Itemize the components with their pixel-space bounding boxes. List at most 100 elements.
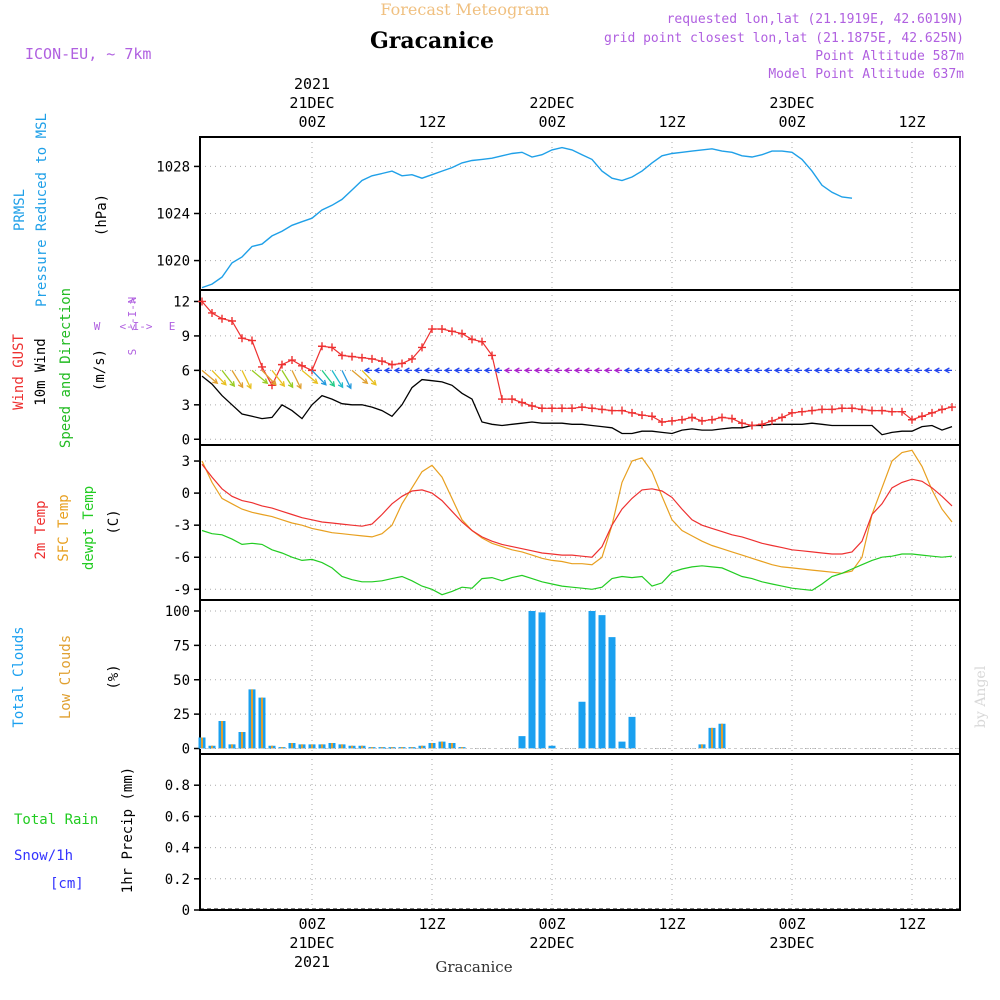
wind-direction-arrow [753, 367, 762, 374]
low-clouds-bar [431, 743, 433, 749]
precip-panel: 0 0.2 0.4 0.6 0.8 [165, 753, 961, 919]
wind-gust-marker [678, 415, 686, 424]
low-clouds-bar [721, 723, 723, 749]
wind-gust-marker [928, 408, 936, 417]
total-clouds-bar [518, 736, 526, 749]
top-time-label: 00Z [778, 113, 805, 131]
wind-frame [199, 289, 961, 446]
bottom-time-label: 00Z [298, 915, 325, 933]
wind-gust-marker [378, 357, 386, 366]
wind-direction-arrow [373, 367, 382, 374]
wind-ytick-label: 12 [173, 294, 190, 310]
compass-vertical-arrow: <-I-> [126, 297, 139, 330]
wind-direction-arrow [853, 367, 862, 374]
bottom-location: Gracanice [435, 958, 512, 976]
wind-direction-arrow [943, 367, 952, 374]
pressure-label-long: Pressure Reduced to MSL [34, 113, 50, 307]
compass-east: E [169, 320, 176, 333]
wind-direction-arrow [873, 367, 882, 374]
wind-gust-marker [668, 416, 676, 425]
wind-direction-arrow [383, 367, 392, 374]
wind-gust-marker [348, 352, 356, 361]
wind-gust-marker [318, 342, 326, 351]
wind-gust-marker [518, 398, 526, 407]
model-name: ICON-EU, ~ 7km [25, 45, 151, 63]
wind-direction-arrow [593, 367, 602, 374]
low-clouds-bar [211, 745, 213, 749]
wind-direction-arrow [281, 370, 294, 389]
wind-direction-arrow [583, 367, 592, 374]
wind-gust-marker [788, 408, 796, 417]
wind-gust-marker [548, 404, 556, 413]
top-time-label: 23DEC [769, 94, 814, 112]
plot-layer: 1020 1024 1028 0 3 6 9 12 -9 -6 -3 0 3 0 25 50 75 100 0 0.2… [156, 75, 961, 971]
wind-gust-marker [288, 356, 296, 365]
wind-gust-marker [388, 360, 396, 369]
sfc-temp-series-line [201, 449, 953, 574]
wind-gust-marker [418, 343, 426, 352]
wind-direction-arrow [693, 367, 702, 374]
wind-direction-arrow [613, 367, 622, 374]
bottom-time-label: 21DEC [289, 934, 334, 952]
compass-rose: N <-I-> S W <-I-> E [94, 297, 176, 356]
wind-unit: (m/s) [92, 349, 108, 391]
wind-direction-arrow [633, 367, 642, 374]
bottom-time-label: 00Z [778, 915, 805, 933]
snow-unit-label: [cm] [50, 876, 84, 892]
wind-direction-arrow [321, 369, 336, 388]
point-altitude: Point Altitude 587m [815, 49, 964, 64]
clouds-panel: 0 25 50 75 100 [165, 599, 961, 758]
wind-gust-marker [498, 395, 506, 404]
wind-gust-marker [268, 381, 276, 390]
wind-direction-arrow [723, 367, 732, 374]
wind-direction-arrow [733, 367, 742, 374]
top-time-label: 00Z [298, 113, 325, 131]
wind-gust-marker [838, 404, 846, 413]
wind-gust-marker [798, 407, 806, 416]
wind-gust-marker [438, 325, 446, 334]
wind-gust-marker [738, 419, 746, 428]
total-clouds-bar [548, 745, 556, 749]
top-time-label: 12Z [898, 113, 925, 131]
wind-direction-arrow [473, 367, 482, 374]
bottom-time-label: 22DEC [529, 934, 574, 952]
wind-gust-marker [878, 406, 886, 415]
pressure-ytick-label: 1024 [156, 207, 190, 223]
low-clouds-bar [221, 721, 223, 749]
wind-gust-marker [558, 404, 566, 413]
bottom-time-label: 23DEC [769, 934, 814, 952]
wind-direction-arrow [843, 367, 852, 374]
wind-direction-arrow [433, 367, 442, 374]
wind-direction-arrow [301, 369, 319, 385]
wind-direction-arrow [241, 370, 252, 390]
wind-gust-marker [648, 412, 656, 421]
low-clouds-bar [271, 745, 273, 749]
wind-direction-arrow [211, 369, 227, 386]
low-clouds-bar [461, 747, 463, 749]
top-time-label: 22DEC [529, 94, 574, 112]
temperature-ytick-label: 3 [182, 454, 190, 470]
wind-direction-arrow [291, 370, 302, 390]
location-title: Gracanice [370, 28, 494, 54]
temperature-ytick-label: 0 [182, 486, 190, 502]
dewpt-label: dewpt Temp [81, 486, 97, 570]
requested-coords: requested lon,lat (21.1919E, 42.6019N) [667, 12, 964, 27]
wind-direction-arrow [443, 367, 452, 374]
wind-direction-arrow [221, 369, 236, 388]
precip-ytick-label: 0 [182, 903, 190, 919]
low-clouds-bar [281, 747, 283, 749]
temp-unit: (C) [106, 509, 122, 534]
t2m-label: 2m Temp [33, 500, 49, 559]
wind-gust-marker [808, 406, 816, 415]
precip-axis-label: 1hr Precip (mm) [120, 767, 136, 893]
wind-gust-marker [448, 327, 456, 336]
pressure-ytick-label: 1020 [156, 254, 190, 270]
pressure-side-labels: PRMSL Pressure Reduced to MSL (hPa) [12, 113, 110, 307]
wind-gust-marker [578, 403, 586, 412]
wind-direction-arrow [653, 367, 662, 374]
wind-direction-arrow [363, 367, 372, 374]
wind-gust-series-line [201, 301, 953, 427]
low-clouds-bar [241, 732, 243, 749]
wind-gust-marker [758, 420, 766, 429]
wind-ytick-label: 3 [182, 398, 190, 414]
